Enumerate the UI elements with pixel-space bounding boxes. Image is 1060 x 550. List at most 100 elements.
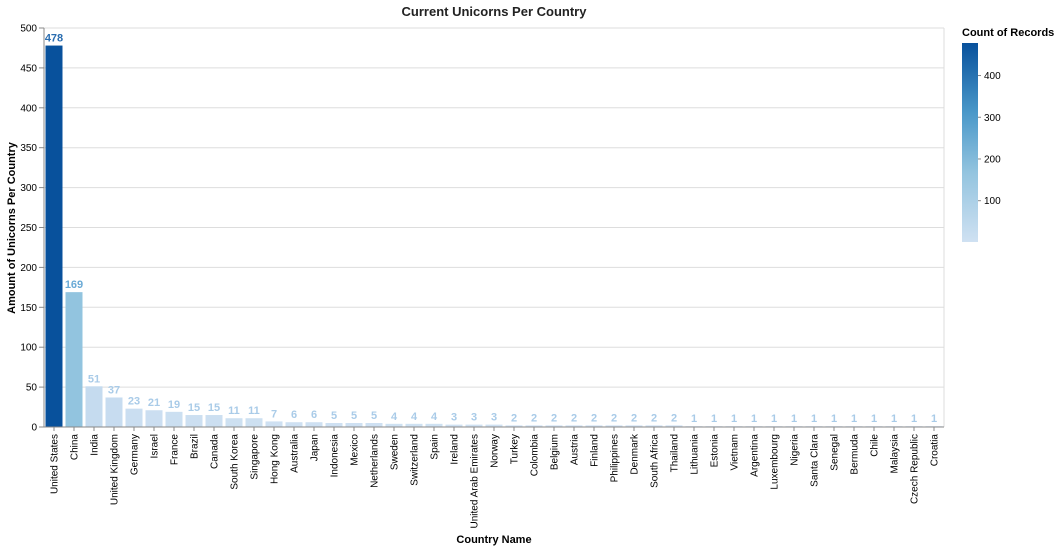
x-tick-label: Philippines bbox=[610, 434, 621, 482]
x-tick-label: Vietnam bbox=[730, 434, 741, 471]
x-tick-label: Canada bbox=[210, 434, 221, 469]
bar-belgium bbox=[545, 425, 563, 427]
data-label: 2 bbox=[571, 412, 577, 424]
y-tick-label: 150 bbox=[20, 303, 37, 314]
bar-turkey bbox=[505, 425, 523, 427]
legend-tick-label: 100 bbox=[984, 196, 1001, 207]
x-tick-label: Santa Clara bbox=[810, 434, 821, 487]
bar-united-states bbox=[45, 45, 63, 427]
x-tick-label: Singapore bbox=[250, 434, 261, 480]
chart-title: Current Unicorns Per Country bbox=[402, 4, 588, 19]
x-tick-label: Belgium bbox=[550, 434, 561, 470]
gridlines bbox=[44, 27, 945, 428]
data-label: 169 bbox=[65, 279, 83, 291]
y-tick-label: 50 bbox=[26, 383, 38, 394]
data-label: 19 bbox=[168, 399, 180, 411]
data-label: 1 bbox=[711, 413, 717, 425]
y-tick-label: 200 bbox=[20, 263, 37, 274]
data-label: 37 bbox=[108, 384, 120, 396]
data-label: 7 bbox=[271, 408, 277, 420]
x-tick-label: South Korea bbox=[230, 434, 241, 490]
data-label: 6 bbox=[311, 409, 317, 421]
data-label: 15 bbox=[208, 402, 220, 414]
data-label: 1 bbox=[871, 413, 877, 425]
legend-tick-label: 200 bbox=[984, 154, 1001, 165]
bar-austria bbox=[565, 425, 583, 427]
bar-netherlands bbox=[365, 423, 383, 427]
x-tick-label: Nigeria bbox=[790, 434, 801, 466]
x-tick-label: Brazil bbox=[190, 434, 201, 459]
bar-switzerland bbox=[405, 423, 423, 427]
bar-mexico bbox=[345, 423, 363, 427]
data-label: 1 bbox=[891, 413, 897, 425]
data-label: 1 bbox=[751, 413, 757, 425]
data-label: 5 bbox=[351, 410, 357, 422]
data-label: 11 bbox=[248, 405, 260, 417]
y-tick-label: 250 bbox=[20, 223, 37, 234]
y-tick-label: 100 bbox=[20, 343, 37, 354]
x-tick-label: Estonia bbox=[710, 434, 721, 468]
x-tick-label: Czech Republic bbox=[910, 434, 921, 504]
x-tick-label: Malaysia bbox=[890, 434, 901, 474]
x-axis: United States China India United Kingdom Ger… bbox=[44, 426, 944, 529]
data-label: 51 bbox=[88, 373, 100, 385]
data-label: 5 bbox=[371, 410, 377, 422]
bar-finland bbox=[585, 425, 603, 427]
data-label: 1 bbox=[831, 413, 837, 425]
x-tick-label: Colombia bbox=[530, 434, 541, 477]
bar-germany bbox=[125, 408, 143, 427]
data-label: 1 bbox=[791, 413, 797, 425]
data-label: 4 bbox=[391, 411, 398, 423]
y-axis-title: Amount of Unicorns Per Country bbox=[6, 141, 18, 314]
bar-spain bbox=[425, 423, 443, 427]
x-tick-label: Sweden bbox=[390, 434, 401, 470]
bar-united-arab-emirates bbox=[465, 424, 483, 427]
data-label: 3 bbox=[451, 412, 457, 424]
data-label: 11 bbox=[228, 405, 240, 417]
x-tick-label: Bermuda bbox=[850, 434, 861, 475]
legend-ticks: 100 200 300 400 bbox=[978, 71, 1001, 207]
x-tick-label: France bbox=[170, 434, 181, 466]
data-label: 2 bbox=[651, 412, 657, 424]
data-label: 1 bbox=[731, 413, 737, 425]
data-label: 21 bbox=[148, 397, 160, 409]
x-tick-label: Hong Kong bbox=[270, 434, 281, 484]
x-tick-label: Indonesia bbox=[330, 434, 341, 478]
x-tick-label: Croatia bbox=[930, 434, 941, 467]
data-label: 2 bbox=[631, 412, 637, 424]
bar-united-kingdom bbox=[105, 397, 123, 427]
bar-india bbox=[85, 386, 103, 427]
bar-philippines bbox=[605, 425, 623, 427]
x-tick-label: South Africa bbox=[650, 434, 661, 488]
bar-australia bbox=[285, 422, 303, 427]
bar-singapore bbox=[245, 418, 263, 427]
x-tick-label: China bbox=[70, 434, 81, 461]
x-tick-label: Switzerland bbox=[410, 434, 421, 486]
x-tick-label: Australia bbox=[290, 434, 301, 473]
bar-thailand bbox=[665, 425, 683, 427]
x-tick-label: Norway bbox=[490, 434, 501, 468]
y-tick-label: 400 bbox=[20, 103, 37, 114]
data-label: 2 bbox=[531, 412, 537, 424]
x-tick-label: Turkey bbox=[510, 434, 521, 464]
bar-china bbox=[65, 292, 83, 427]
bar-indonesia bbox=[325, 423, 343, 427]
x-tick-label: Netherlands bbox=[370, 434, 381, 488]
data-label: 4 bbox=[431, 411, 438, 423]
x-tick-label: Chile bbox=[870, 434, 881, 457]
data-label: 1 bbox=[811, 413, 817, 425]
legend-tick-label: 400 bbox=[984, 71, 1001, 82]
bar-denmark bbox=[625, 425, 643, 427]
y-tick-label: 300 bbox=[20, 183, 37, 194]
bar-hong-kong bbox=[265, 421, 283, 427]
data-label: 1 bbox=[851, 413, 857, 425]
x-tick-label: United States bbox=[50, 434, 61, 494]
y-tick-label: 0 bbox=[31, 423, 37, 434]
bars bbox=[45, 45, 943, 427]
data-label: 2 bbox=[591, 412, 597, 424]
x-tick-label: Japan bbox=[310, 434, 321, 461]
x-tick-label: Finland bbox=[590, 434, 601, 467]
x-tick-label: Austria bbox=[570, 434, 581, 466]
data-label: 1 bbox=[931, 413, 937, 425]
